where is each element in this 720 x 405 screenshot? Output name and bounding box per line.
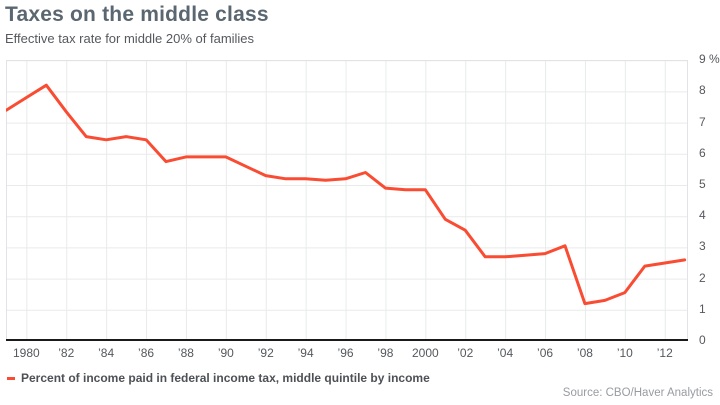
x-tick-label: ’90 <box>217 346 234 360</box>
x-tick-label: ’84 <box>98 346 115 360</box>
x-tick-label: ’02 <box>457 346 474 360</box>
legend-line-swatch-icon <box>7 376 15 380</box>
legend-label: Percent of income paid in federal income… <box>21 371 430 385</box>
x-tick-label: ’94 <box>297 346 314 360</box>
y-tick-label: 0 <box>699 333 706 347</box>
y-tick-label: 2 <box>699 270 706 285</box>
x-tick-label: 1980 <box>12 346 40 360</box>
x-tick-label: ’98 <box>377 346 394 360</box>
y-tick-label: 3 <box>699 239 706 254</box>
x-tick-label: ’96 <box>337 346 354 360</box>
legend: Percent of income paid in federal income… <box>7 371 430 385</box>
x-tick-label: ’92 <box>257 346 274 360</box>
x-tick-label: ’88 <box>177 346 194 360</box>
chart-subtitle: Effective tax rate for middle 20% of fam… <box>5 31 255 46</box>
x-tick-label: ’10 <box>616 346 633 360</box>
x-tick-label: ’12 <box>656 346 673 360</box>
y-tick-label: 5 <box>699 177 706 191</box>
tax-rate-line <box>6 83 687 306</box>
y-tick-label: 1 <box>699 301 706 316</box>
source-credit: Source: CBO/Haver Analytics <box>562 387 713 399</box>
page-title: Taxes on the middle class <box>5 3 269 26</box>
x-tick-label: ’06 <box>537 346 554 360</box>
x-tick-label: 2000 <box>411 346 439 360</box>
plot-area <box>6 60 688 341</box>
y-tick-label: 8 <box>699 83 706 98</box>
x-tick-label: ’82 <box>58 346 75 360</box>
x-tick-label: ’04 <box>497 346 514 360</box>
y-tick-label: 6 <box>699 145 706 160</box>
x-tick-label: ’86 <box>138 346 155 360</box>
y-tick-label: 9 % <box>699 52 720 67</box>
x-tick-label: ’08 <box>576 346 593 360</box>
y-tick-label: 7 <box>699 114 706 129</box>
plot-svg <box>6 60 688 341</box>
y-tick-label: 4 <box>699 208 706 223</box>
